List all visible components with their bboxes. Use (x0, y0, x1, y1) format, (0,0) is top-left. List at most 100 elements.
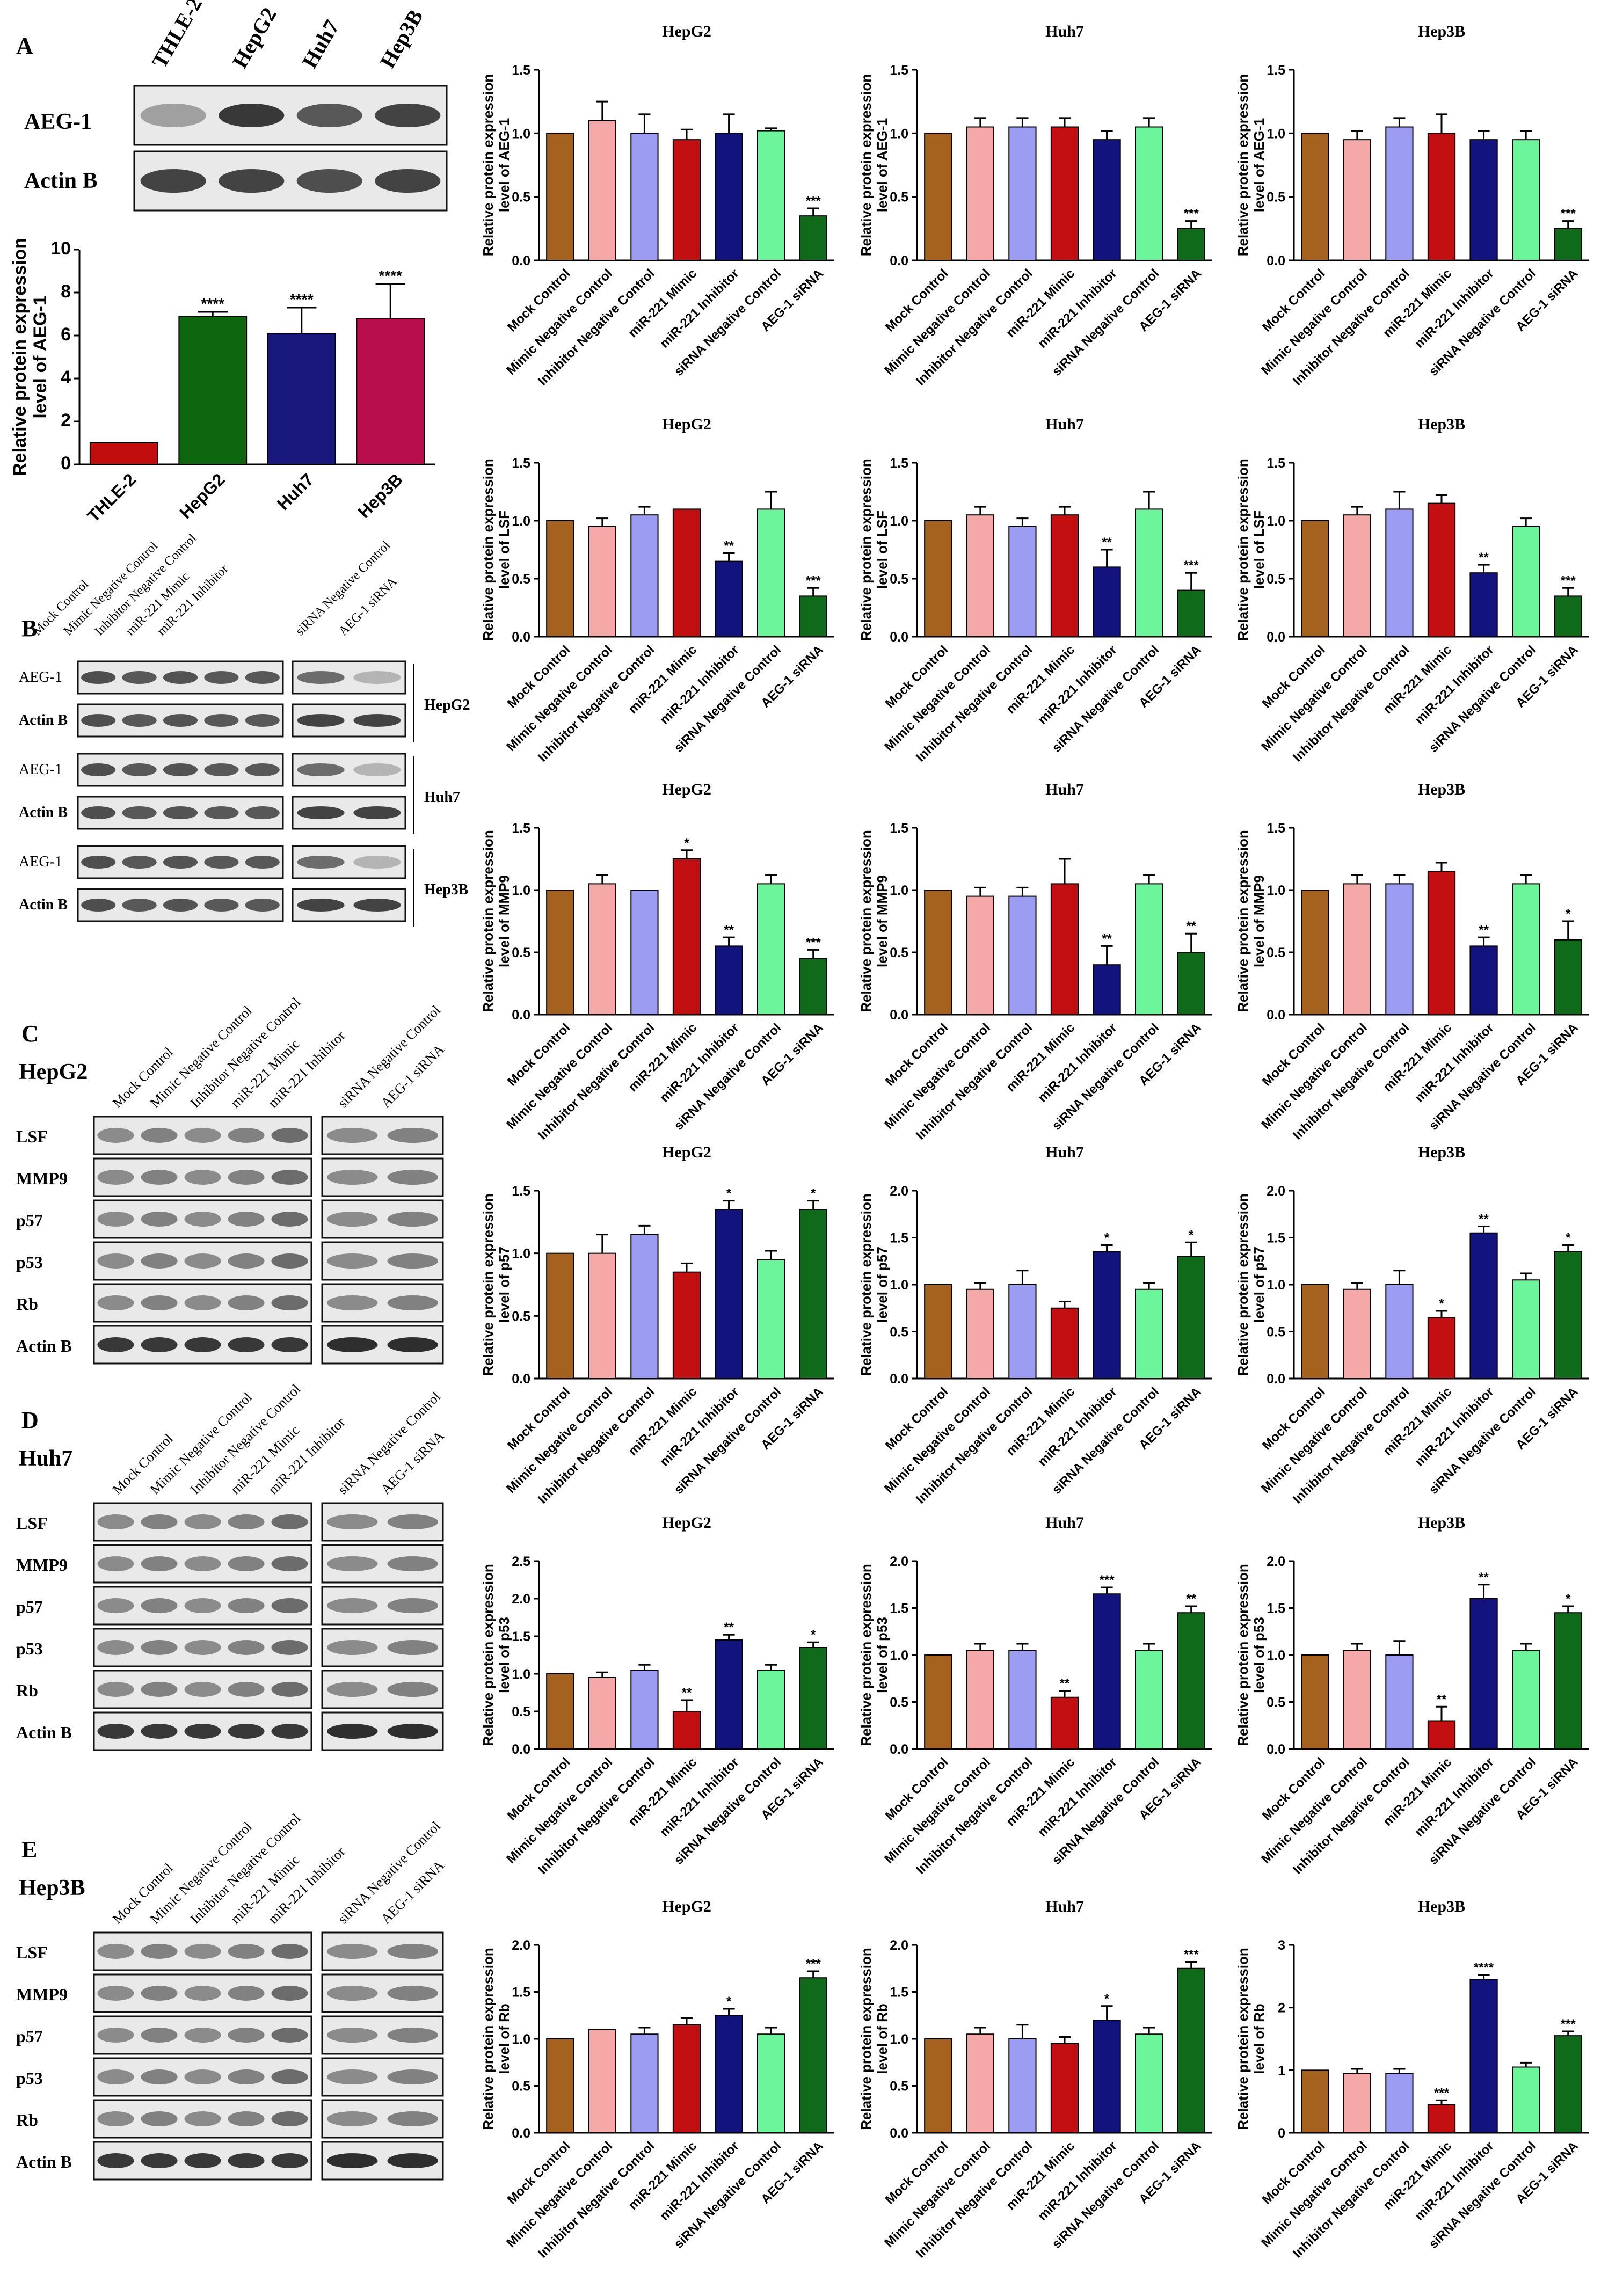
significance-label: ** (1186, 1592, 1196, 1606)
category-label: miR-221 Inhibitor (1412, 266, 1497, 351)
blot-band (271, 2153, 308, 2168)
blot-band (271, 2028, 308, 2043)
blot-band (81, 671, 116, 684)
y-tick-label: 6 (61, 324, 71, 345)
y-tick-label: 8 (61, 281, 71, 302)
bar (588, 1252, 616, 1380)
y-tick-label: 0.5 (512, 945, 530, 960)
bar (1427, 133, 1456, 261)
category-label: miR-221 Inhibitor (1035, 266, 1120, 351)
blot-band (184, 1598, 221, 1613)
bar (1385, 1654, 1414, 1750)
bar (1427, 871, 1456, 1015)
chart-title: HepG2 (662, 781, 711, 798)
row-label: p53 (16, 1639, 43, 1658)
y-tick-label: 3 (1278, 1938, 1285, 1953)
significance-label: * (1566, 907, 1571, 921)
blot-band (271, 2069, 308, 2084)
significance-label: * (1566, 1592, 1571, 1606)
bar (1301, 520, 1329, 637)
category-label: miR-221 Inhibitor (1035, 643, 1120, 727)
blot-band (271, 1640, 308, 1655)
y-tick-label: 0.5 (512, 2079, 530, 2094)
bar (799, 958, 827, 1015)
row-label: Actin B (16, 1336, 72, 1355)
category-label: Huh7 (273, 470, 317, 514)
y-tick-label: 1.0 (512, 1247, 530, 1262)
chart-title: Hep3B (1418, 1514, 1465, 1532)
y-tick-label: 1.0 (890, 1648, 908, 1663)
significance-label: **** (290, 291, 314, 308)
chart-title: Huh7 (1045, 416, 1084, 433)
significance-label: * (1104, 1992, 1110, 2006)
bar (1008, 895, 1037, 1015)
bar (1554, 228, 1582, 261)
blot-band (387, 2153, 438, 2168)
row-label: Actin B (24, 169, 98, 193)
blot-band (245, 899, 280, 912)
blot-band (387, 1128, 438, 1143)
y-tick-label: 0.5 (890, 945, 908, 960)
row-label: p53 (16, 1252, 43, 1272)
blot-band (375, 169, 441, 193)
bar (1301, 1284, 1329, 1379)
cell-line-label: HepG2 (424, 697, 470, 713)
blot-band (97, 2069, 134, 2084)
y-tick-label: 2.0 (1267, 1554, 1285, 1569)
blot-band (387, 2111, 438, 2126)
y-tick-label: 0.0 (1267, 1742, 1285, 1757)
blot-band (271, 1986, 308, 2001)
y-tick-label: 0.5 (1267, 190, 1285, 205)
blot-band (228, 2028, 265, 2043)
blot-band (81, 806, 116, 819)
row-label: LSF (16, 1513, 48, 1533)
y-tick-label: 0.5 (512, 1309, 530, 1324)
blot-band (297, 671, 345, 684)
blot-band (327, 1514, 378, 1529)
y-tick-label: 1.5 (512, 63, 530, 78)
blot-band (296, 169, 362, 193)
y-tick-label: 1.5 (890, 821, 908, 836)
bar (1050, 514, 1079, 638)
blot-band (327, 1640, 378, 1655)
y-tick-label: 0.5 (890, 1695, 908, 1710)
significance-label: ** (1479, 1212, 1489, 1227)
bar (1008, 2038, 1037, 2133)
blot-band (141, 2069, 178, 2084)
y-tick-label: 2.0 (512, 1938, 530, 1953)
bar (757, 130, 785, 261)
bar (1512, 139, 1540, 261)
y-tick-label: 0.0 (890, 1372, 908, 1387)
blot-band (122, 806, 157, 819)
y-axis-label: Relative protein expressionlevel of p53 (480, 1564, 512, 1746)
row-label: Actin B (16, 2152, 72, 2171)
chart-title: HepG2 (662, 1898, 711, 1915)
bar (630, 890, 659, 1015)
y-tick-label: 10 (50, 238, 71, 259)
chart-rb_hep3b: Hep3B 0 1 2 3 Relative protein expressionleve… (1235, 1898, 1589, 2261)
blot-band (141, 1986, 178, 2001)
y-tick-label: 0.0 (512, 2126, 530, 2141)
bar (1093, 1251, 1121, 1379)
y-tick-label: 2.0 (1267, 1184, 1285, 1199)
bar (588, 883, 616, 1016)
blot-band (97, 1253, 134, 1269)
y-axis-label: Relative protein expressionlevel of AEG-… (858, 74, 890, 257)
y-tick-label: 2.0 (890, 1184, 908, 1199)
y-tick-label: 1.0 (890, 2032, 908, 2047)
significance-label: *** (1184, 207, 1199, 221)
blot-band (271, 1682, 308, 1697)
cell-line-label: Huh7 (424, 789, 460, 806)
y-tick-label: 0.0 (890, 1008, 908, 1023)
bar (356, 318, 425, 465)
row-label: LSF (16, 1943, 48, 1962)
blot-band (122, 899, 157, 912)
blot-band (387, 1170, 438, 1185)
blot-band (387, 2069, 438, 2084)
significance-label: * (684, 836, 689, 850)
